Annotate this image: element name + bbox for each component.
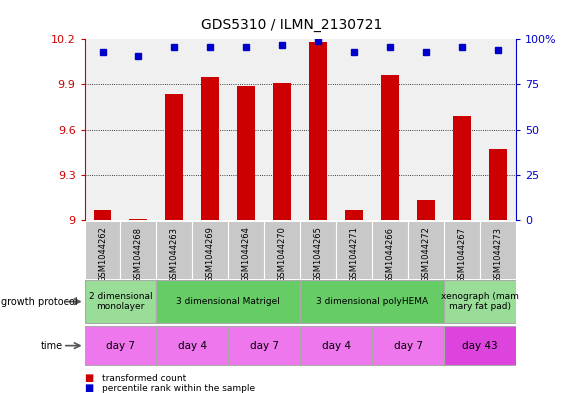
Text: growth protocol: growth protocol bbox=[1, 297, 77, 307]
Text: 2 dimensional
monolayer: 2 dimensional monolayer bbox=[89, 292, 152, 311]
Bar bbox=[309, 42, 327, 220]
Text: day 4: day 4 bbox=[178, 341, 207, 351]
Text: time: time bbox=[41, 341, 63, 351]
Bar bbox=[444, 280, 516, 323]
Text: 3 dimensional polyHEMA: 3 dimensional polyHEMA bbox=[316, 297, 428, 306]
Text: GSM1044269: GSM1044269 bbox=[206, 227, 215, 283]
Bar bbox=[237, 86, 255, 220]
Text: ■: ■ bbox=[85, 383, 94, 393]
Bar bbox=[444, 326, 516, 365]
Bar bbox=[166, 94, 184, 220]
Text: transformed count: transformed count bbox=[102, 374, 187, 382]
Bar bbox=[417, 200, 435, 220]
Bar bbox=[300, 280, 444, 323]
Text: GSM1044268: GSM1044268 bbox=[134, 227, 143, 283]
Text: GDS5310 / ILMN_2130721: GDS5310 / ILMN_2130721 bbox=[201, 18, 382, 32]
Bar bbox=[453, 116, 471, 220]
Text: GSM1044273: GSM1044273 bbox=[493, 227, 503, 283]
Text: day 4: day 4 bbox=[322, 341, 351, 351]
Text: GSM1044263: GSM1044263 bbox=[170, 227, 179, 283]
Text: day 43: day 43 bbox=[462, 341, 498, 351]
Bar bbox=[345, 209, 363, 220]
Text: GSM1044264: GSM1044264 bbox=[242, 227, 251, 283]
Text: percentile rank within the sample: percentile rank within the sample bbox=[102, 384, 255, 393]
Text: day 7: day 7 bbox=[394, 341, 423, 351]
Text: day 7: day 7 bbox=[250, 341, 279, 351]
Text: GSM1044266: GSM1044266 bbox=[385, 227, 395, 283]
Text: GSM1044271: GSM1044271 bbox=[350, 227, 359, 283]
Bar bbox=[300, 326, 372, 365]
Bar bbox=[201, 77, 219, 220]
Text: ■: ■ bbox=[85, 373, 94, 383]
Bar bbox=[156, 326, 229, 365]
Text: 3 dimensional Matrigel: 3 dimensional Matrigel bbox=[177, 297, 280, 306]
Text: GSM1044265: GSM1044265 bbox=[314, 227, 323, 283]
Bar bbox=[85, 326, 156, 365]
Text: GSM1044270: GSM1044270 bbox=[278, 227, 287, 283]
Bar bbox=[489, 149, 507, 220]
Text: GSM1044262: GSM1044262 bbox=[98, 227, 107, 283]
Text: xenograph (mam
mary fat pad): xenograph (mam mary fat pad) bbox=[441, 292, 519, 311]
Bar bbox=[156, 280, 300, 323]
Text: GSM1044272: GSM1044272 bbox=[422, 227, 431, 283]
Bar bbox=[93, 209, 111, 220]
Bar bbox=[381, 75, 399, 220]
Bar bbox=[85, 280, 156, 323]
Bar bbox=[273, 83, 292, 220]
Text: GSM1044267: GSM1044267 bbox=[458, 227, 466, 283]
Bar bbox=[372, 326, 444, 365]
Bar bbox=[229, 326, 300, 365]
Text: day 7: day 7 bbox=[106, 341, 135, 351]
Bar bbox=[129, 219, 147, 220]
